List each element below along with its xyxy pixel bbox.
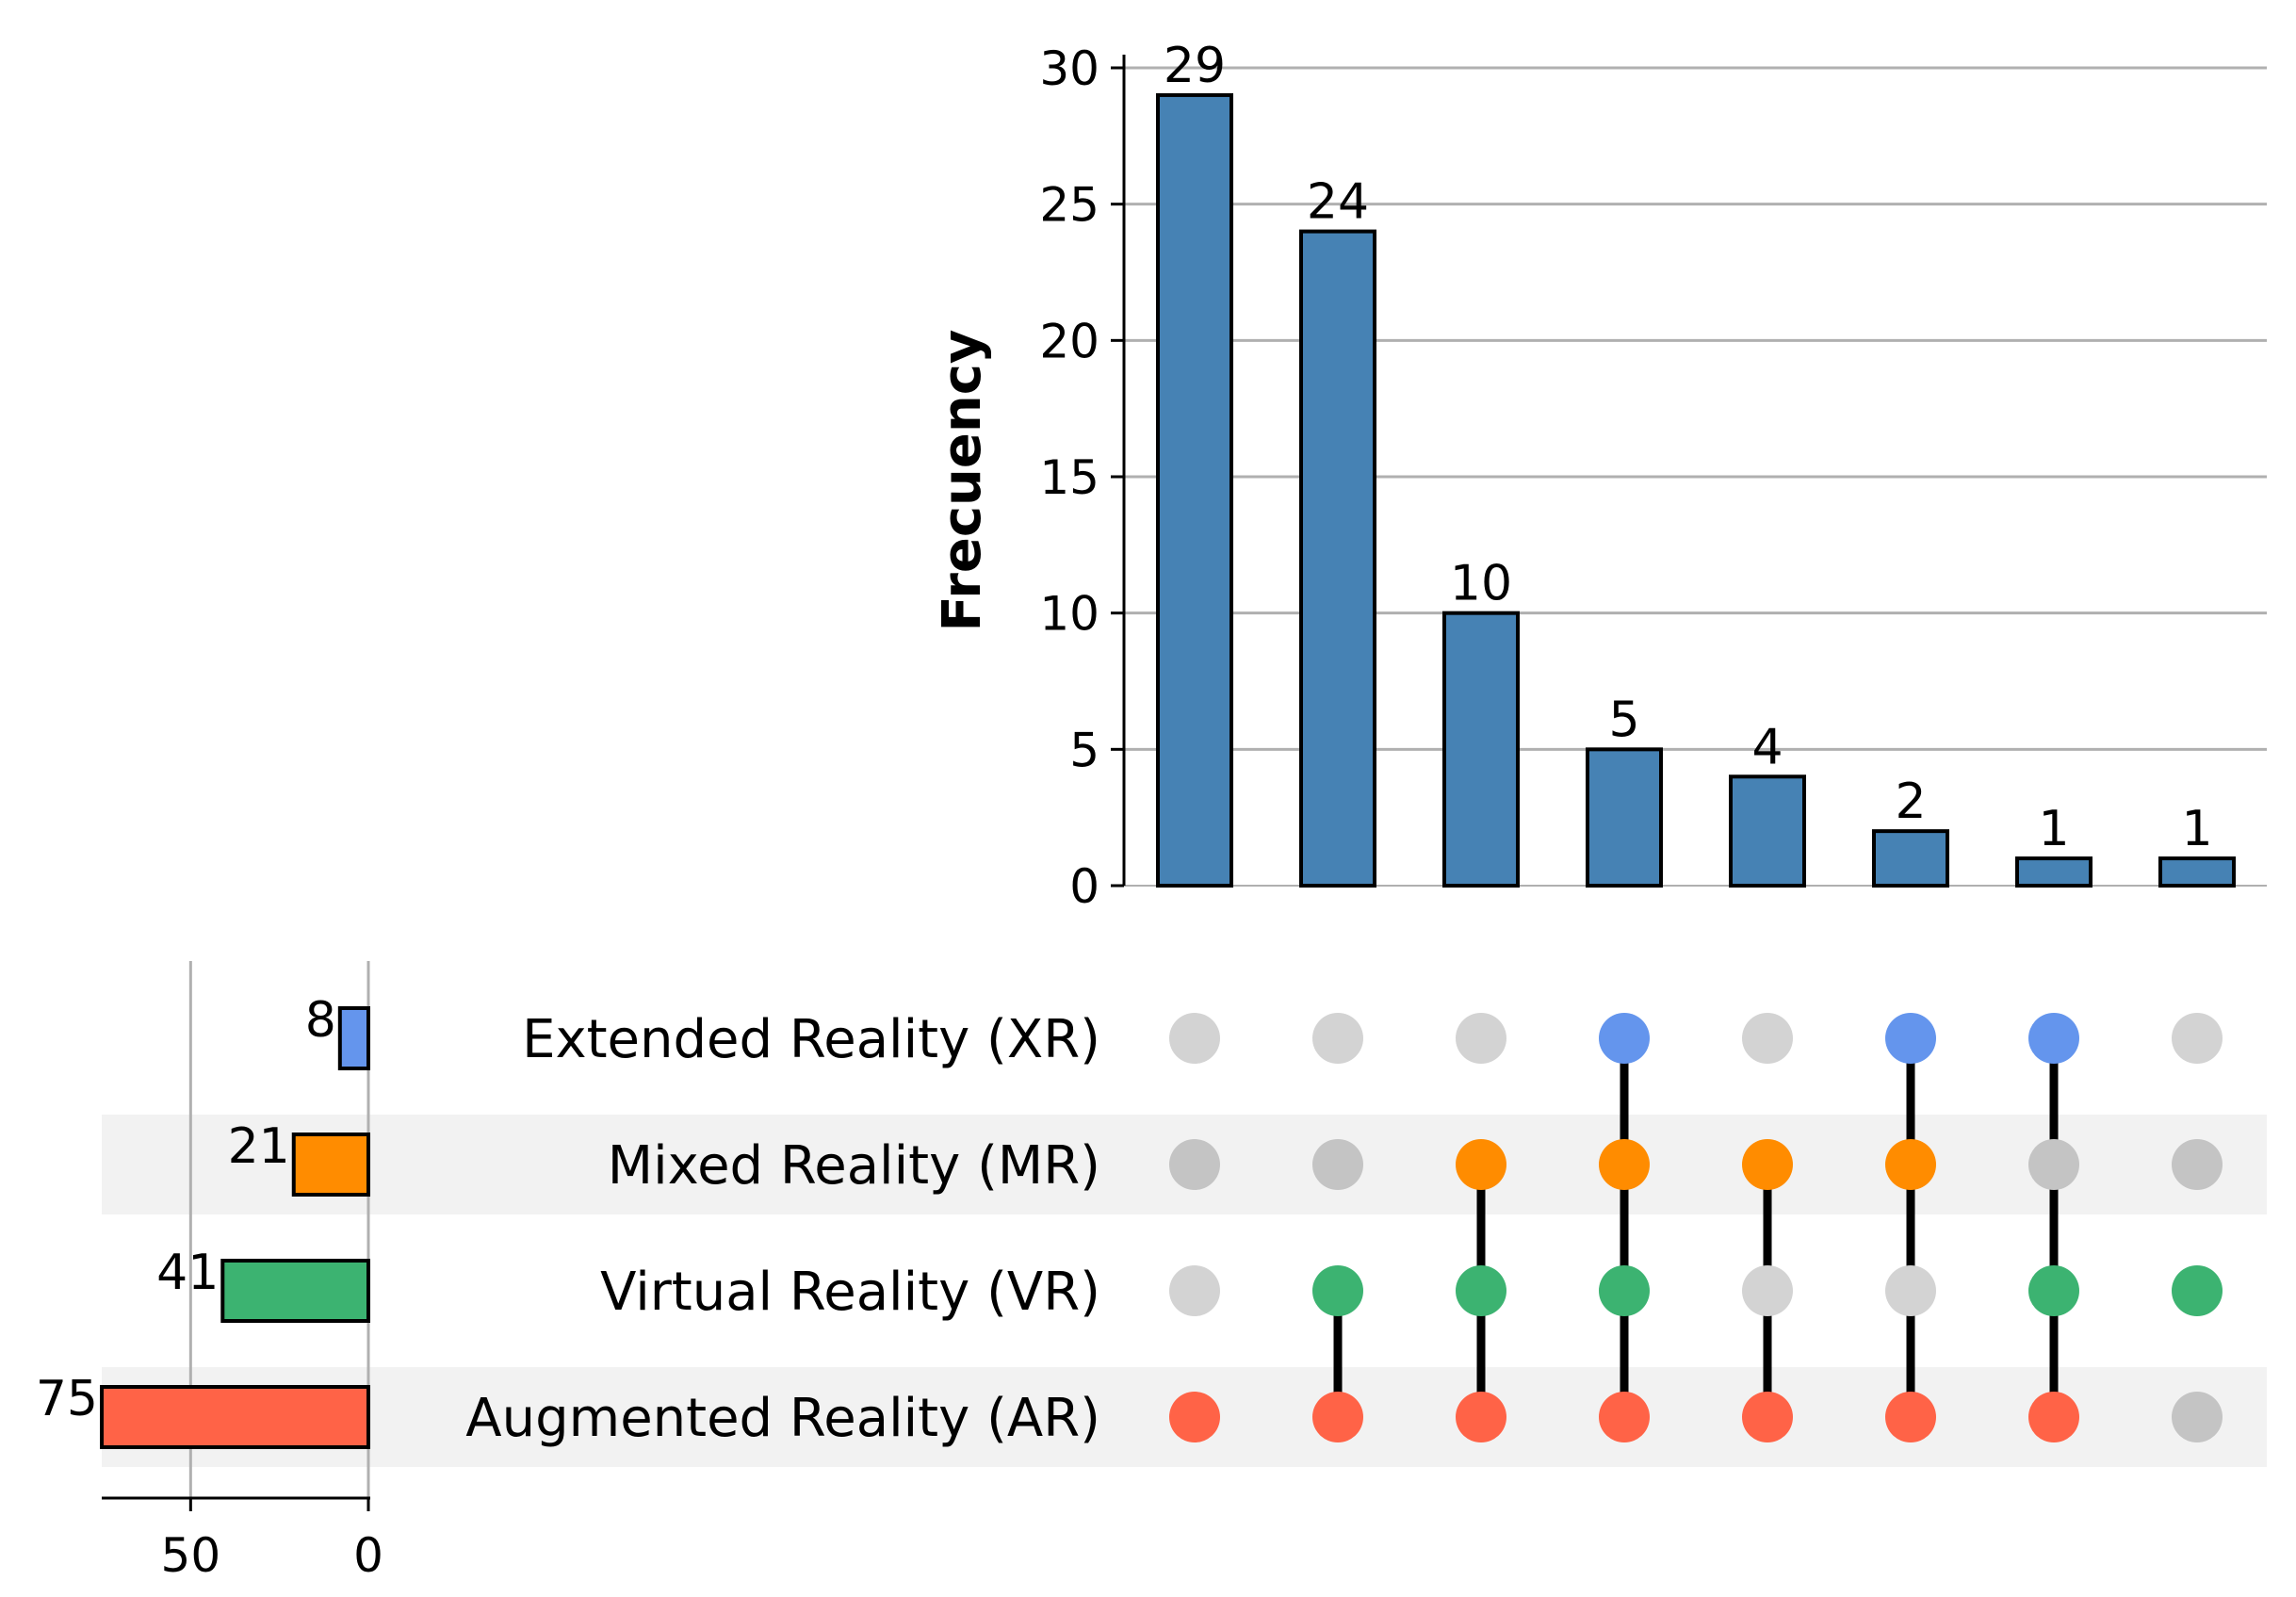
set-name-label: Virtual Reality (VR) [600,1262,1100,1323]
set-name-label: Extended Reality (XR) [522,1009,1100,1070]
membership-dot-active [1312,1392,1363,1442]
intersection-bar [1729,774,1806,888]
intersection-bar [2158,856,2236,888]
bar-value-label: 1 [2038,801,2069,857]
intersection-gridlines [1124,66,2267,887]
membership-dot-inactive [2172,1139,2223,1190]
membership-dot-active [1599,1392,1650,1442]
bar-value-label: 29 [1164,38,1226,94]
membership-dot-active [1456,1392,1506,1442]
set-size-bar [100,1385,370,1449]
set-size-value-label: 75 [36,1371,98,1427]
set-name-label: Augmented Reality (AR) [465,1388,1100,1449]
membership-dot-inactive [1169,1013,1220,1064]
membership-dot-inactive [1312,1013,1363,1064]
intersection-bars: 29 24 10 5 4 2 1 1 [1156,38,2236,888]
y-axis-label: Frecuency [932,330,993,632]
set-size-bars: 50 0 8 21 41 75 [36,961,383,1583]
membership-dot-active [1456,1139,1506,1190]
intersection-bar [2015,856,2092,888]
intersection-bar [1586,747,1663,888]
y-tick-label: 15 [1039,450,1099,505]
membership-dot-active [1599,1265,1650,1316]
membership-matrix [1169,1013,2223,1442]
membership-dot-active [1456,1265,1506,1316]
intersection-bar [1156,92,1233,888]
membership-dot-inactive [1312,1139,1363,1190]
y-tick-label: 0 [1069,859,1099,914]
set-size-value-label: 41 [156,1245,219,1301]
membership-dot-active [1599,1139,1650,1190]
intersection-bar [1442,611,1520,888]
membership-dot-inactive [2028,1139,2079,1190]
bar-value-label: 5 [1608,692,1639,748]
intersection-bar [1872,829,1949,888]
membership-dot-active [1599,1013,1650,1064]
y-tick-label: 5 [1069,723,1099,777]
membership-dot-active [1885,1392,1936,1442]
bar-value-label: 4 [1751,719,1783,775]
membership-dot-inactive [2172,1392,2223,1442]
membership-dot-active [2028,1392,2079,1442]
bar-value-label: 2 [1895,774,1926,830]
membership-dot-active [1312,1265,1363,1316]
set-labels: Extended Reality (XR) Mixed Reality (MR) V… [465,1009,1100,1449]
y-tick-label: 10 [1039,587,1099,642]
membership-dot-inactive [1456,1013,1506,1064]
set-size-tick-label: 50 [161,1528,221,1583]
y-tick-label: 30 [1039,41,1099,96]
intersection-axis: Frecuency 0 5 10 15 20 25 30 [932,41,1126,914]
membership-dot-inactive [1742,1013,1793,1064]
bar-value-label: 1 [2181,801,2212,857]
set-name-label: Mixed Reality (MR) [608,1135,1100,1197]
membership-dot-active [1742,1392,1793,1442]
membership-dot-active [1885,1139,1936,1190]
membership-dot-inactive [1885,1265,1936,1316]
membership-dot-active [2028,1265,2079,1316]
set-size-bar [291,1133,371,1197]
membership-dot-active [1885,1013,1936,1064]
intersection-bar [1299,229,1376,888]
membership-dot-inactive [1742,1265,1793,1316]
membership-dot-inactive [1169,1139,1220,1190]
membership-dot-inactive [2172,1013,2223,1064]
membership-dot-active [2172,1265,2223,1316]
set-size-bar [220,1259,370,1323]
set-size-value-label: 8 [305,992,336,1049]
set-size-tick-label: 0 [353,1528,383,1583]
membership-dot-active [2028,1013,2079,1064]
set-size-bar [337,1006,370,1070]
set-size-value-label: 21 [228,1118,290,1175]
membership-dot-active [1742,1139,1793,1190]
y-tick-label: 25 [1039,178,1099,233]
y-tick-label: 20 [1039,314,1099,368]
membership-dot-active [1169,1392,1220,1442]
membership-dot-inactive [1169,1265,1220,1316]
bar-value-label: 10 [1450,556,1512,612]
bar-value-label: 24 [1307,174,1369,231]
